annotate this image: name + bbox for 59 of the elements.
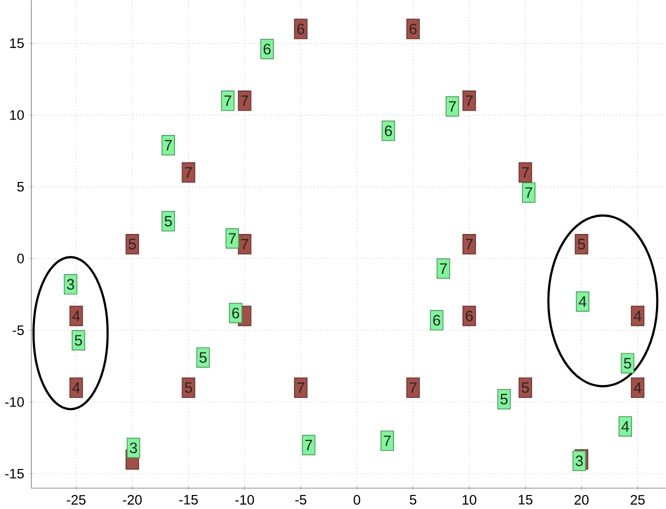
annotation: 5 [74, 334, 82, 346]
y-tick-label: -10 [5, 397, 24, 407]
annotation: 6 [232, 308, 240, 318]
annotation: 3 [576, 455, 583, 466]
x-tick-label: -10 [235, 494, 254, 505]
annotation: 7 [522, 167, 529, 178]
x-tick-label: 0 [354, 494, 360, 505]
annotation: 7 [466, 238, 473, 250]
annotation: 7 [185, 167, 192, 178]
annotation: 7 [297, 382, 304, 393]
annotation: 5 [128, 238, 136, 250]
annotation: 7 [384, 435, 391, 446]
x-tick-label: 5 [410, 494, 416, 504]
y-tick-label: 0 [17, 254, 24, 264]
annotation: 6 [384, 125, 392, 136]
annotation: 7 [525, 187, 532, 198]
y-tick-label: 5 [17, 182, 24, 192]
annotation: 5 [624, 358, 632, 368]
annotation: 4 [72, 382, 80, 393]
annotation: 7 [440, 263, 447, 274]
y-tick-label: 15 [10, 38, 24, 48]
annotation: 6 [433, 314, 440, 326]
annotation: 5 [522, 382, 529, 393]
annotation: 6 [264, 44, 271, 54]
x-tick-label: -25 [66, 494, 86, 505]
x-tick-label: 10 [462, 494, 476, 505]
x-tick-label: -20 [123, 494, 142, 505]
annotation: 7 [241, 95, 248, 106]
annotation: 4 [634, 310, 642, 321]
annotation: 6 [297, 24, 304, 34]
annotation: 5 [500, 394, 508, 404]
y-tick-label: -5 [12, 325, 24, 335]
annotation: 7 [448, 101, 456, 112]
annotation: 3 [66, 278, 74, 290]
x-tick-label: -15 [179, 494, 198, 504]
annotation: 5 [184, 382, 192, 393]
y-tick-label: 10 [10, 110, 24, 120]
annotation: 7 [224, 95, 232, 106]
annotation: 5 [164, 216, 172, 226]
annotation: 7 [228, 233, 236, 244]
annotation: 7 [241, 238, 248, 250]
annotation: 7 [164, 140, 172, 150]
annotation: 5 [199, 352, 207, 363]
annotation: 7 [305, 440, 312, 450]
x-tick-label: 20 [574, 494, 589, 505]
annotation: 6 [466, 310, 473, 322]
annotation: 6 [410, 24, 417, 34]
annotation: 3 [130, 442, 137, 454]
x-tick-label: 25 [630, 494, 645, 505]
annotation: 5 [578, 238, 586, 250]
annotation: 4 [578, 296, 586, 307]
x-tick-label: -5 [295, 494, 306, 504]
annotation: 4 [634, 382, 642, 393]
y-tick-label: -15 [5, 468, 24, 478]
x-tick-label: 15 [518, 494, 532, 504]
annotation: 4 [72, 310, 80, 321]
annotation: 7 [466, 95, 473, 106]
annotation: 7 [410, 382, 417, 393]
annotation: 4 [621, 421, 630, 432]
